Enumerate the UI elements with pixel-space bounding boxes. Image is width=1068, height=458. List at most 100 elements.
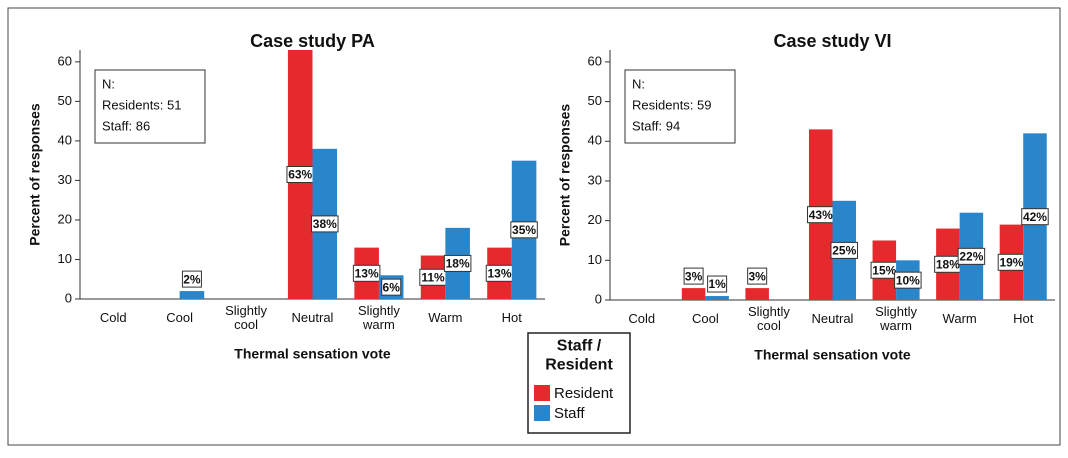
y-tick-label: 50 bbox=[588, 93, 602, 108]
value-label: 42% bbox=[1021, 208, 1049, 226]
legend-title: Staff / Resident bbox=[545, 338, 613, 374]
value-label-text: 2% bbox=[183, 272, 201, 286]
value-label-box bbox=[510, 221, 538, 239]
value-label: 10% bbox=[894, 271, 922, 289]
value-label: 11% bbox=[419, 268, 447, 286]
value-label-text: 38% bbox=[313, 217, 337, 231]
y-tick-label: 10 bbox=[588, 252, 602, 267]
chart-title: Case study VI bbox=[773, 31, 891, 51]
x-tick-label: Warm bbox=[428, 310, 462, 325]
value-label-text: 25% bbox=[832, 244, 856, 258]
value-label: 19% bbox=[997, 253, 1026, 271]
annotation-text: Staff: 86 bbox=[102, 118, 150, 133]
value-label: 22% bbox=[957, 247, 986, 265]
x-axis-label: Thermal sensation vote bbox=[234, 346, 391, 362]
value-label-box bbox=[381, 278, 402, 296]
y-tick-label: 40 bbox=[58, 132, 72, 147]
x-tick-label: Slightly cool bbox=[225, 303, 267, 332]
y-tick-label: 0 bbox=[65, 290, 72, 305]
value-label-box bbox=[683, 267, 704, 285]
annotation-text: N: bbox=[632, 76, 645, 91]
value-label-text: 19% bbox=[999, 255, 1023, 269]
value-label-text: 18% bbox=[936, 257, 960, 271]
value-label-box bbox=[747, 267, 768, 285]
value-label-text: 6% bbox=[383, 280, 401, 294]
value-label-text: 18% bbox=[446, 257, 470, 271]
value-label-box bbox=[707, 275, 728, 293]
bar bbox=[705, 296, 729, 300]
bar bbox=[745, 288, 769, 300]
x-tick-label: Slightly warm bbox=[358, 303, 400, 332]
value-label-text: 3% bbox=[685, 269, 703, 283]
x-axis-label: Thermal sensation vote bbox=[754, 347, 911, 363]
value-label: 63% bbox=[286, 166, 314, 183]
value-label-text: 22% bbox=[959, 250, 983, 264]
x-tick-label: Cold bbox=[100, 310, 127, 325]
value-label-text: 43% bbox=[809, 208, 833, 222]
value-label-box bbox=[311, 215, 339, 233]
annotation-box bbox=[624, 69, 736, 144]
value-label-box bbox=[830, 241, 859, 259]
bar bbox=[179, 291, 205, 299]
x-tick-label: Cold bbox=[628, 311, 655, 326]
value-label: 3% bbox=[683, 267, 704, 285]
annotation-text: N: bbox=[102, 76, 115, 91]
bar bbox=[681, 288, 706, 300]
value-label-text: 35% bbox=[512, 223, 536, 237]
value-label-box bbox=[352, 264, 381, 282]
x-tick-label: Hot bbox=[1013, 311, 1034, 326]
value-label-text: 13% bbox=[355, 266, 379, 280]
x-tick-label: Slightly cool bbox=[748, 304, 790, 333]
value-label: 13% bbox=[485, 264, 514, 282]
y-tick-label: 10 bbox=[58, 251, 72, 266]
legend-label: Resident bbox=[554, 385, 614, 402]
value-label: 2% bbox=[181, 270, 202, 288]
annotation-box bbox=[94, 69, 206, 144]
legend-swatch bbox=[534, 405, 550, 421]
y-tick-label: 30 bbox=[588, 172, 602, 187]
chart-title: Case study PA bbox=[250, 31, 375, 51]
x-tick-label: Neutral bbox=[812, 311, 854, 326]
value-label: 18% bbox=[934, 255, 962, 273]
value-label-box bbox=[1021, 208, 1049, 226]
value-label-text: 3% bbox=[748, 269, 766, 283]
x-tick-label: Slightly warm bbox=[875, 304, 917, 333]
value-label: 38% bbox=[311, 215, 339, 233]
y-axis-label: Percent of responses bbox=[27, 103, 43, 246]
x-tick-label: Hot bbox=[502, 310, 523, 325]
y-tick-label: 60 bbox=[58, 53, 72, 68]
y-tick-label: 40 bbox=[588, 133, 602, 148]
y-tick-label: 30 bbox=[58, 172, 72, 187]
value-label-text: 15% bbox=[872, 263, 896, 277]
x-tick-label: Cool bbox=[692, 311, 719, 326]
value-label-text: 1% bbox=[708, 277, 726, 291]
y-tick-label: 50 bbox=[58, 93, 72, 108]
value-label: 25% bbox=[830, 241, 859, 259]
legend-label: Staff bbox=[554, 405, 585, 422]
value-label-box bbox=[957, 247, 986, 265]
x-tick-label: Warm bbox=[943, 311, 977, 326]
annotation-text: Residents: 51 bbox=[102, 97, 182, 112]
value-label: 18% bbox=[443, 254, 472, 272]
annotation-text: Residents: 59 bbox=[632, 97, 712, 112]
y-tick-label: 20 bbox=[58, 211, 72, 226]
value-label: 13% bbox=[352, 264, 381, 282]
value-label: 35% bbox=[510, 221, 538, 239]
y-tick-label: 60 bbox=[588, 53, 602, 68]
value-label-text: 63% bbox=[288, 168, 312, 182]
x-tick-label: Neutral bbox=[292, 310, 334, 325]
y-axis-label: Percent of responses bbox=[557, 104, 573, 247]
value-label-text: 13% bbox=[487, 266, 511, 280]
value-label: 3% bbox=[747, 267, 768, 285]
y-tick-label: 0 bbox=[595, 291, 602, 306]
y-tick-label: 20 bbox=[588, 212, 602, 227]
value-label-box bbox=[443, 254, 472, 272]
x-tick-label: Cool bbox=[166, 310, 193, 325]
value-label-box bbox=[181, 270, 202, 288]
value-label: 43% bbox=[806, 206, 835, 224]
value-label-box bbox=[894, 271, 922, 289]
value-label: 6% bbox=[381, 278, 402, 296]
legend-swatch bbox=[534, 385, 550, 401]
value-label-text: 10% bbox=[896, 273, 920, 287]
